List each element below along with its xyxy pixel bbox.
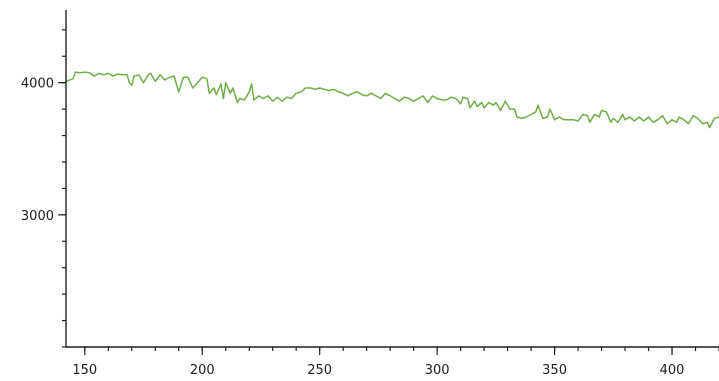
x-tick-label: 350 [542,363,567,378]
x-tick-label: 200 [190,363,215,378]
y-tick-label: 3000 [21,209,54,224]
axis-ticks [58,29,719,355]
x-tick-label: 150 [72,363,97,378]
series-layer [65,71,719,129]
x-tick-label: 400 [660,363,685,378]
x-tick-label: 300 [425,363,450,378]
series-line-1 [65,71,719,129]
x-tick-label: 250 [307,363,332,378]
y-tick-label: 4000 [21,77,54,92]
tick-labels: 3000 4000 150 200 250 300 350 400 [21,77,685,378]
